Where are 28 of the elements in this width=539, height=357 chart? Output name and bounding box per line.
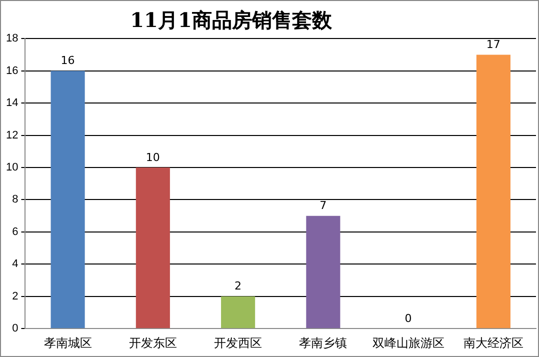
y-tick-label: 6 xyxy=(12,226,18,238)
y-tick-label: 0 xyxy=(12,322,18,335)
data-label: 0 xyxy=(404,312,412,325)
data-label: 16 xyxy=(60,54,75,68)
bar xyxy=(221,296,256,328)
bar xyxy=(476,54,510,328)
data-label: 10 xyxy=(146,150,160,164)
x-tick-label: 孝南乡镇 xyxy=(299,336,348,350)
data-label: 7 xyxy=(320,199,327,212)
data-label: 2 xyxy=(234,280,242,293)
y-tick-label: 10 xyxy=(6,162,18,174)
x-tick-label: 双峰山旅游区 xyxy=(372,336,444,350)
chart-title: 11月1商品房销售套数 xyxy=(129,7,333,34)
y-tick-label: 12 xyxy=(6,129,18,142)
x-tick-label: 南大经济区 xyxy=(463,336,524,350)
y-tick-label: 16 xyxy=(6,64,18,77)
data-label: 17 xyxy=(486,38,500,52)
x-tick-label: 开发东区 xyxy=(128,336,177,350)
y-tick-label: 14 xyxy=(6,97,18,110)
bar xyxy=(306,216,340,328)
bar xyxy=(50,70,85,328)
y-tick-label: 8 xyxy=(12,194,18,206)
y-tick-label: 2 xyxy=(12,290,18,302)
bar xyxy=(136,167,170,328)
x-tick-label: 开发西区 xyxy=(214,336,262,350)
y-tick-label: 4 xyxy=(12,258,18,270)
x-tick-label: 孝南城区 xyxy=(44,336,92,350)
y-tick-label: 18 xyxy=(6,32,18,45)
